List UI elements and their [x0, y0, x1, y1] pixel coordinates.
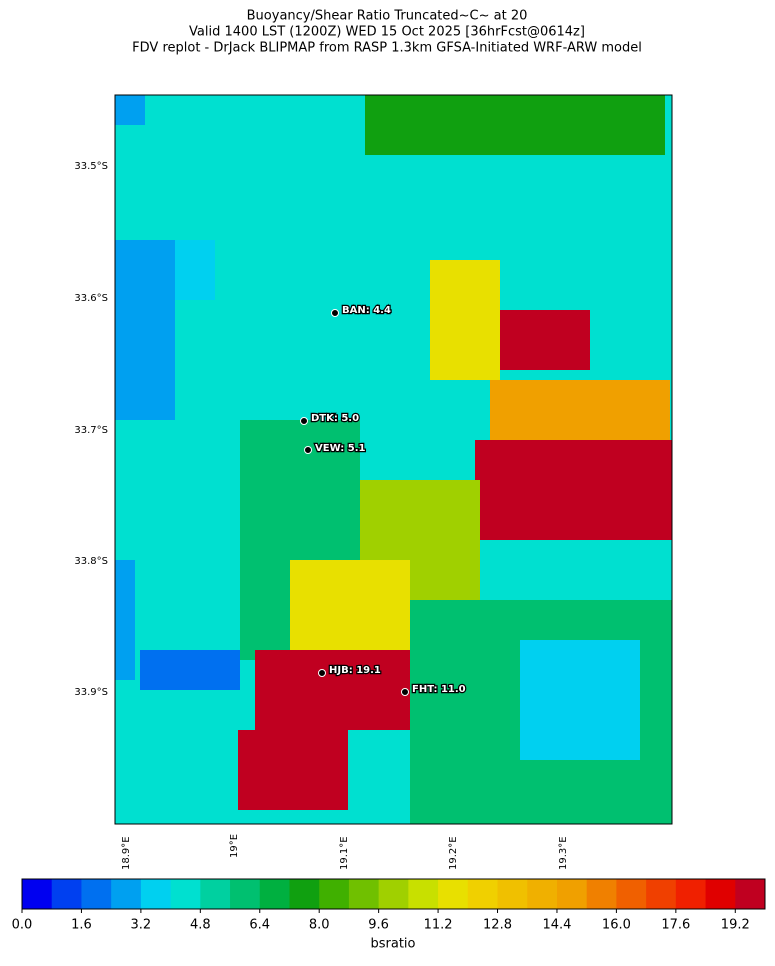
- colorbar-swatch: [200, 879, 231, 909]
- colorbar-swatch: [556, 879, 588, 909]
- colorbar-swatch: [348, 879, 380, 909]
- colorbar-tick-label: 16.0: [602, 918, 631, 933]
- colorbar-swatch: [289, 879, 320, 909]
- station-label: VEW: 5.1: [315, 443, 366, 454]
- station-label: BAN: 4.4: [342, 305, 391, 316]
- colorbar-swatch: [467, 879, 499, 909]
- colorbar-tick-label: 4.8: [190, 918, 211, 933]
- colorbar-tick-label: 6.4: [249, 918, 270, 933]
- colorbar-tick-label: 17.6: [661, 918, 690, 933]
- colorbar-tick-label: 9.6: [368, 918, 389, 933]
- colorbar-swatch: [705, 879, 736, 909]
- colorbar-swatch: [319, 879, 350, 909]
- station-label: HJB: 19.1: [329, 665, 381, 676]
- colorbar-swatch: [111, 879, 142, 909]
- lat-label: 33.9°S: [74, 687, 108, 698]
- colorbar-tick-label: 3.2: [131, 918, 152, 933]
- lat-label: 33.8°S: [74, 556, 108, 567]
- station-label: DTK: 5.0: [311, 413, 359, 424]
- colorbar-swatch: [675, 879, 707, 909]
- colorbar: 0.0 1.6 3.2 4.8 6.4 8.0 9.6 11.2 12.8 14.4 16.0 17.…: [12, 878, 766, 933]
- colorbar-swatch: [81, 879, 112, 909]
- colorbar-frame: [21, 878, 766, 910]
- lon-label: 19°E: [229, 834, 240, 858]
- lon-label: 19.1°E: [339, 836, 350, 870]
- colorbar-swatch: [378, 879, 409, 909]
- station-label: FHT: 11.0: [412, 684, 466, 695]
- colorbar-swatch: [646, 879, 677, 909]
- colorbar-swatch: [408, 879, 439, 909]
- colorbar-swatch: [497, 879, 528, 909]
- title-line: FDV replot - DrJack BLIPMAP from RASP 1.…: [132, 41, 642, 56]
- colorbar-swatch: [527, 879, 558, 909]
- colorbar-swatch: [22, 879, 53, 909]
- colorbar-label: bsratio: [371, 937, 416, 952]
- lat-label: 33.5°S: [74, 161, 108, 172]
- colorbar-tick-label: 19.2: [721, 918, 750, 933]
- stations: BAN: 4.4 DTK: 5.0 VEW: 5.1 HJB: 19.1 FHT…: [300, 304, 467, 696]
- colorbar-swatch: [586, 879, 617, 909]
- colorbar-tick-label: 8.0: [309, 918, 330, 933]
- colorbar-swatch: [616, 879, 647, 909]
- map: [114, 94, 673, 825]
- colorbar-swatch: [140, 879, 172, 909]
- lon-label: 19.2°E: [448, 836, 459, 870]
- colorbar-swatch: [735, 879, 766, 909]
- colorbar-swatch: [51, 879, 82, 909]
- title-line: Buoyancy/Shear Ratio Truncated~C~ at 20: [247, 9, 528, 24]
- lon-label: 19.3°E: [558, 836, 569, 870]
- colorbar-tick-label: 1.6: [71, 918, 92, 933]
- colorbar-swatch: [170, 879, 201, 909]
- colorbar-swatch: [259, 879, 290, 909]
- lon-label: 18.9°E: [121, 836, 132, 870]
- title-line: Valid 1400 LST (1200Z) WED 15 Oct 2025 […: [189, 25, 585, 40]
- lat-label: 33.6°S: [74, 293, 108, 304]
- colorbar-tick-label: 0.0: [12, 918, 33, 933]
- colorbar-tick-label: 14.4: [542, 918, 571, 933]
- colorbar-swatch: [438, 879, 469, 909]
- colorbar-tick-label: 12.8: [483, 918, 512, 933]
- colorbar-tick-label: 11.2: [424, 918, 453, 933]
- lat-label: 33.7°S: [74, 425, 108, 436]
- colorbar-swatch: [230, 879, 261, 909]
